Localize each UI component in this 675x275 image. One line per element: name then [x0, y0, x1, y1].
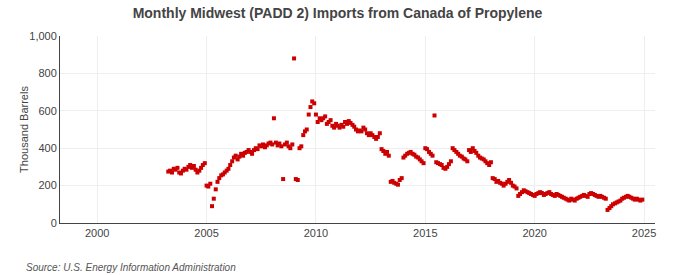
svg-text:800: 800 — [38, 67, 56, 79]
svg-text:2005: 2005 — [194, 227, 218, 239]
svg-text:2020: 2020 — [522, 227, 546, 239]
svg-text:1,000: 1,000 — [29, 30, 57, 42]
svg-text:600: 600 — [38, 105, 56, 117]
svg-text:2010: 2010 — [304, 227, 328, 239]
svg-text:Thousand Barrels: Thousand Barrels — [18, 86, 30, 173]
svg-text:2025: 2025 — [632, 227, 656, 239]
svg-text:2015: 2015 — [413, 227, 437, 239]
svg-text:0: 0 — [51, 217, 57, 229]
svg-text:400: 400 — [38, 142, 56, 154]
svg-text:200: 200 — [38, 179, 56, 191]
svg-text:Monthly Midwest (PADD 2) Impor: Monthly Midwest (PADD 2) Imports from Ca… — [133, 5, 543, 21]
svg-text:2000: 2000 — [85, 227, 109, 239]
svg-text:Source: U.S. Energy Informatio: Source: U.S. Energy Information Administ… — [26, 262, 236, 273]
